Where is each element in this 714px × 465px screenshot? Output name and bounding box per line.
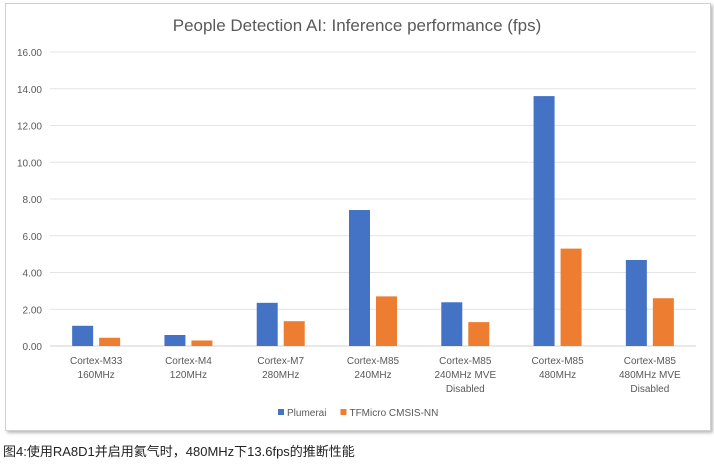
bar-plumerai	[164, 334, 186, 346]
x-tick-label: Cortex-M7	[257, 356, 304, 367]
bar-tfmicro-cmsis-nn	[652, 298, 674, 346]
bar-plumerai	[625, 260, 647, 346]
x-tick-label: 120MHz	[170, 370, 207, 381]
x-tick-label: 280MHz	[262, 370, 299, 381]
bar-plumerai	[256, 302, 278, 346]
x-tick-label: 480MHz MVE	[619, 370, 681, 381]
x-tick-label: Cortex-M85	[531, 356, 584, 367]
x-tick-label: Cortex-M85	[347, 356, 400, 367]
bar-tfmicro-cmsis-nn	[283, 321, 305, 346]
y-tick-label: 14.00	[17, 85, 42, 96]
legend-label: Plumerai	[287, 408, 326, 419]
legend-label: TFMicro CMSIS-NN	[349, 408, 438, 419]
x-tick-label: Cortex-M33	[70, 356, 123, 367]
bar-chart: People Detection AI: Inference performan…	[17, 16, 696, 419]
bar-plumerai	[72, 325, 94, 346]
y-tick-label: 12.00	[17, 122, 42, 133]
legend-swatch	[278, 409, 284, 415]
x-tick-label: Cortex-M85	[624, 356, 677, 367]
y-tick-label: 0.00	[23, 342, 43, 353]
x-tick-label: Cortex-M4	[165, 356, 212, 367]
y-tick-label: 2.00	[23, 305, 43, 316]
y-tick-label: 16.00	[17, 48, 42, 59]
bar-plumerai	[349, 210, 370, 346]
figure-caption: 图4:使用RA8D1并启用氦气时，480MHz下13.6fps的推断性能	[3, 444, 355, 459]
y-tick-label: 8.00	[23, 195, 43, 206]
bar-plumerai	[533, 96, 555, 346]
bar-tfmicro-cmsis-nn	[468, 322, 490, 346]
bar-tfmicro-cmsis-nn	[191, 340, 213, 346]
chart-title: People Detection AI: Inference performan…	[173, 16, 542, 35]
x-tick-label: 240MHz	[354, 370, 391, 381]
x-tick-label: Cortex-M85	[439, 356, 492, 367]
y-tick-label: 4.00	[23, 269, 43, 280]
legend-swatch	[340, 409, 347, 415]
x-tick-label: 160MHz	[78, 370, 115, 381]
bar-tfmicro-cmsis-nn	[99, 337, 121, 346]
x-tick-label: 240MHz MVE	[434, 370, 496, 381]
y-tick-label: 6.00	[23, 232, 43, 243]
x-tick-label: 480MHz	[539, 370, 576, 381]
bar-tfmicro-cmsis-nn	[560, 248, 582, 346]
x-tick-label: Disabled	[446, 384, 485, 395]
bar-plumerai	[441, 302, 463, 346]
bar-tfmicro-cmsis-nn	[376, 296, 397, 346]
x-tick-label: Disabled	[630, 384, 669, 395]
y-tick-label: 10.00	[17, 158, 42, 169]
